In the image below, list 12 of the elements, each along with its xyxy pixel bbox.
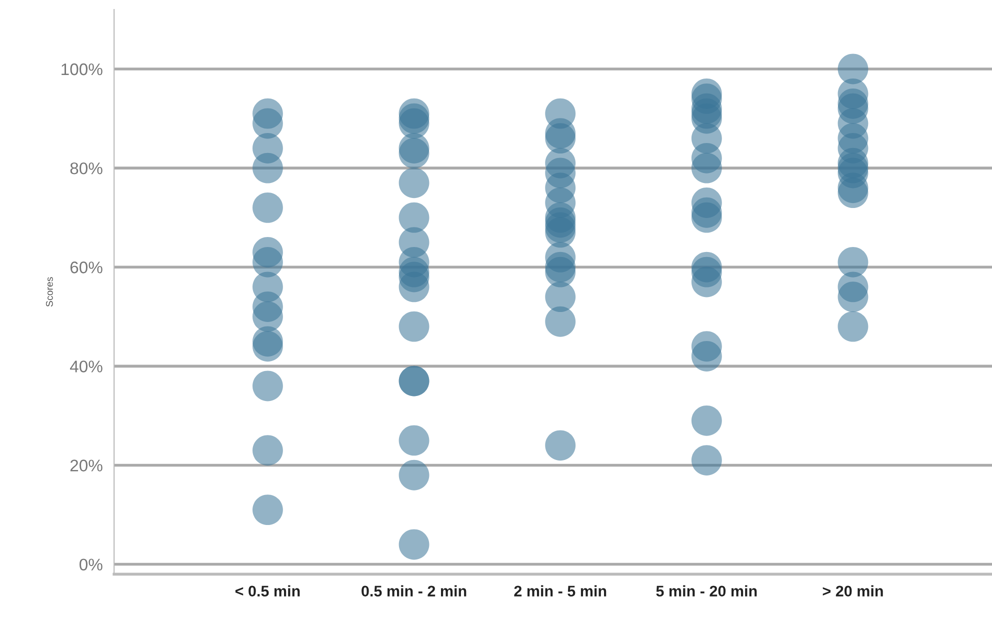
x-tick-label: < 0.5 min: [235, 585, 300, 597]
y-axis-title: Scores: [46, 277, 53, 307]
y-tick-label: 100%: [62, 63, 102, 76]
y-tick-label: 20%: [70, 460, 102, 472]
x-tick-label: 2 min - 5 min: [514, 585, 606, 597]
y-tick-label: 60%: [70, 262, 102, 274]
y-tick-label: 0%: [80, 558, 102, 570]
x-tick-label: > 20 min: [822, 585, 883, 597]
x-tick-label: 0.5 min - 2 min: [362, 585, 466, 597]
y-tick-label: 80%: [70, 162, 102, 174]
x-tick-label: 5 min - 20 min: [656, 585, 757, 597]
y-tick-label: 40%: [70, 360, 102, 372]
